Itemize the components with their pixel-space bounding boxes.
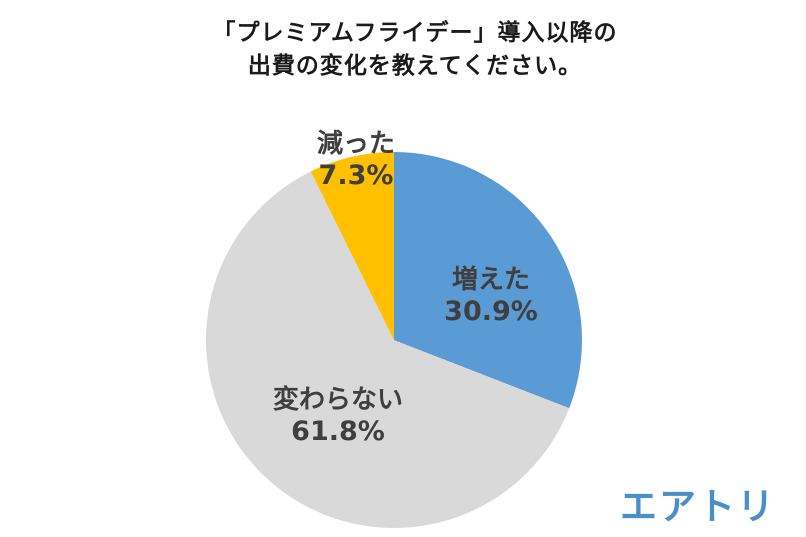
slice-name: 減った [316,129,396,159]
slice-value: 7.3% [318,160,394,191]
slice-label-increase: 増えた 30.9% [444,264,538,328]
airtrip-logo: エアトリ [620,485,776,528]
slice-value: 30.9% [444,296,538,327]
slice-value: 61.8% [291,416,385,447]
slice-name: 変わらない [272,385,404,415]
slice-label-no-change: 変わらない 61.8% [273,384,403,448]
chart-title-line1: 「プレミアムフライデー」導入以降の [212,20,618,46]
chart-title: 「プレミアムフライデー」導入以降の 出費の変化を教えてください。 [105,17,725,83]
pie-chart [206,152,582,528]
slice-name: 増えた [451,265,531,295]
slice-label-decrease: 減った 7.3% [317,128,395,192]
chart-title-line2: 出費の変化を教えてください。 [247,53,583,79]
